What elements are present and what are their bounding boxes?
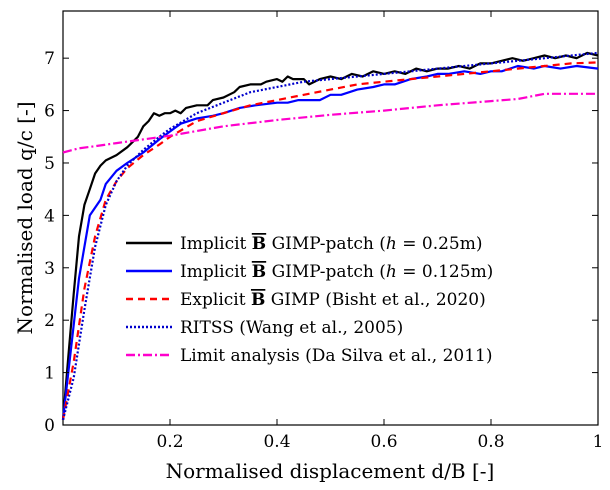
legend-entry-1-mid: GIMP-patch ( — [266, 262, 386, 282]
series-layer — [61, 51, 599, 421]
x-tick-label: 1 — [593, 432, 604, 452]
x-tick-label: 0.4 — [263, 432, 290, 452]
x-axis-label: Normalised displacement d/B [-] — [166, 459, 495, 483]
y-tick-label: 2 — [44, 311, 55, 331]
y-tick-label: 3 — [44, 259, 55, 279]
legend-entry-1-math: h — [386, 262, 397, 282]
legend-entry-4: Limit analysis (Da Silva et al., 2011) — [180, 346, 493, 366]
series-line-2 — [61, 61, 599, 421]
y-axis-label: Normalised load q/c [-] — [13, 101, 37, 334]
y-tick-label: 7 — [44, 49, 55, 69]
legend-entry-3: RITSS (Wang et al., 2005) — [180, 318, 403, 338]
legend-entry-1-bar: B — [252, 262, 266, 282]
legend-entry-1-prefix: Implicit — [180, 262, 252, 282]
plot-area: 0.2 0.4 0.6 0.8 1 0 1 2 3 4 5 6 7 — [44, 10, 603, 452]
legend-entry-2-prefix: Explicit — [180, 290, 251, 310]
legend-entry-0-prefix: Implicit — [180, 234, 252, 254]
y-tick-label: 1 — [44, 364, 55, 384]
legend-entry-2: Explicit B GIMP (Bisht et al., 2020) — [180, 290, 486, 310]
legend-entry-0: Implicit B GIMP-patch (h = 0.25m) — [180, 234, 483, 254]
legend-entry-0-suffix: = 0.25m) — [397, 234, 483, 254]
plot-frame — [62, 10, 599, 426]
legend-entry-3-prefix: RITSS (Wang et al., 2005) — [180, 318, 403, 338]
y-tick-label: 5 — [44, 154, 55, 174]
legend: Implicit B GIMP-patch (h = 0.25m)Implici… — [118, 226, 588, 372]
series-line-1 — [61, 64, 599, 420]
x-tick-label: 0.6 — [370, 432, 397, 452]
legend-entry-0-mid: GIMP-patch ( — [266, 234, 386, 254]
y-tick-label: 6 — [44, 102, 55, 122]
legend-box — [118, 226, 588, 372]
series-line-4 — [62, 92, 598, 154]
legend-entry-4-prefix: Limit analysis (Da Silva et al., 2011) — [180, 346, 493, 366]
legend-entry-1: Implicit B GIMP-patch (h = 0.125m) — [180, 262, 493, 282]
legend-entry-0-bar: B — [252, 234, 266, 254]
tick-layer: 0.2 0.4 0.6 0.8 1 0 1 2 3 4 5 6 7 — [44, 11, 603, 452]
legend-entry-2-bar: B — [251, 290, 265, 310]
y-tick-label: 0 — [44, 416, 55, 436]
y-tick-label: 4 — [44, 206, 55, 226]
x-tick-label: 0.8 — [477, 432, 504, 452]
legend-entry-0-math: h — [386, 234, 397, 254]
legend-entry-1-suffix: = 0.125m) — [397, 262, 493, 282]
legend-entry-2-mid: GIMP (Bisht et al., 2020) — [265, 290, 485, 310]
x-tick-label: 0.2 — [156, 432, 183, 452]
